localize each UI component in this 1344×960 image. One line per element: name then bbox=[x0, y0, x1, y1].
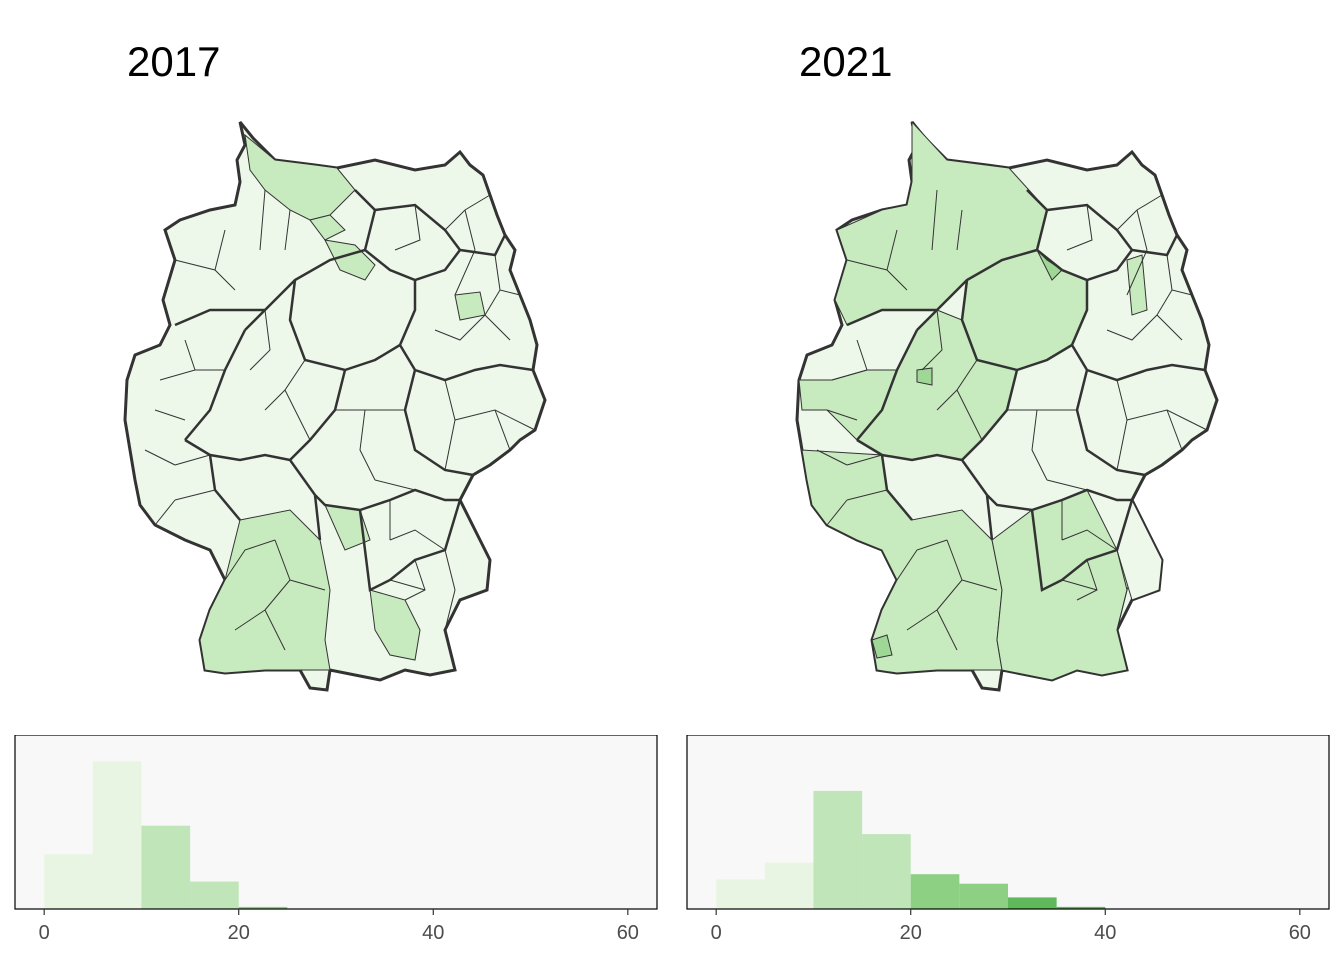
district-borders bbox=[816, 189, 1208, 651]
histogram-bar bbox=[141, 825, 191, 909]
histogram-bar bbox=[44, 854, 93, 909]
histogram-bar bbox=[959, 883, 1008, 909]
histogram-bar bbox=[238, 906, 288, 909]
region-hamburg bbox=[309, 214, 346, 241]
histogram-bar bbox=[910, 874, 960, 909]
x-tick-label: 0 bbox=[39, 922, 50, 944]
histogram-bar bbox=[862, 834, 911, 909]
map-regions bbox=[795, 120, 1219, 692]
region-berlin bbox=[1126, 254, 1148, 316]
histogram-2017: 0 20 40 60 bbox=[14, 735, 658, 944]
histogram-frame bbox=[14, 735, 658, 910]
histogram-bar bbox=[1008, 897, 1057, 909]
histogram-bar bbox=[716, 879, 765, 909]
x-tick-label: 0 bbox=[711, 922, 722, 944]
region-lower-saxony-strip bbox=[324, 239, 376, 281]
panel-title-2021: 2021 bbox=[799, 38, 893, 85]
region-darker-spots bbox=[871, 367, 933, 659]
histogram-bar bbox=[190, 881, 239, 909]
x-tick-label: 20 bbox=[900, 922, 922, 944]
x-tick-label: 60 bbox=[617, 922, 639, 944]
region-berlin bbox=[454, 291, 486, 321]
histogram-bar bbox=[813, 790, 863, 909]
map-regions bbox=[123, 121, 547, 692]
panel-title-2017: 2017 bbox=[127, 38, 221, 85]
x-tick-label: 40 bbox=[422, 922, 444, 944]
germany-map-2017 bbox=[123, 121, 547, 692]
region-south bbox=[801, 449, 1003, 674]
district-borders bbox=[144, 189, 536, 651]
region-baden-wuerttemberg bbox=[199, 509, 331, 674]
x-tick-label: 20 bbox=[228, 922, 250, 944]
x-tick-label: 60 bbox=[1289, 922, 1311, 944]
histogram-frame bbox=[686, 735, 1330, 910]
histograms: 0 20 40 60 0 20 40 60 bbox=[14, 735, 1330, 944]
histogram-bar bbox=[1056, 906, 1106, 909]
histogram-bar bbox=[92, 761, 142, 909]
histogram-bar bbox=[764, 862, 814, 909]
germany-map-2021 bbox=[795, 120, 1219, 692]
x-tick-label: 40 bbox=[1094, 922, 1116, 944]
histogram-2021: 0 20 40 60 bbox=[686, 735, 1330, 944]
